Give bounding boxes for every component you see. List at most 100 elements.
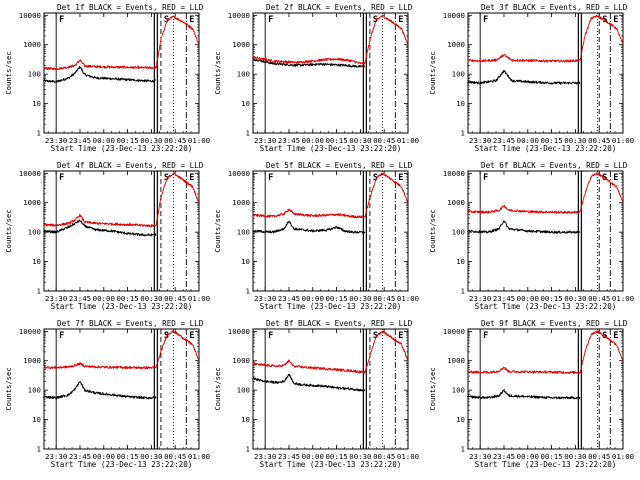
y-tick-label: 100 (237, 228, 250, 237)
y-tick-label: 10 (456, 99, 465, 108)
plot-frame (43, 170, 200, 292)
marker-label-e: E (613, 331, 618, 341)
x-tick-label: 00:45 (588, 136, 610, 145)
x-tick-label: 00:45 (373, 452, 395, 461)
y-tick-label: 100 (237, 386, 250, 395)
x-tick-label: 23:30 (45, 452, 67, 461)
y-tick-label: 1 (37, 129, 41, 138)
x-tick-label: 00:30 (140, 136, 162, 145)
x-tick-label: 23:30 (469, 136, 491, 145)
lld-series-line (467, 329, 624, 374)
y-tick-label: 10000 (19, 169, 41, 178)
chart-panel-1: Det 1f BLACK = Events, RED = LLD 1 10 100 10… (4, 3, 210, 153)
x-tick-label: 00:00 (517, 294, 539, 303)
events-series-line (252, 373, 366, 392)
y-tick-label: 10 (241, 99, 250, 108)
x-axis-label: Start Time (23-Dec-13 23:22:20) (475, 144, 617, 153)
x-tick-label: 00:00 (302, 294, 324, 303)
y-tick-label: 10000 (443, 11, 465, 20)
x-tick-label: 00:00 (517, 136, 539, 145)
events-series-line (43, 219, 157, 237)
x-tick-label: 23:30 (254, 452, 276, 461)
x-tick-label: 23:45 (69, 452, 91, 461)
y-tick-label: 1 (461, 129, 465, 138)
x-axis-label: Start Time (23-Dec-13 23:22:20) (260, 460, 402, 469)
chart-title: Det 2f BLACK = Events, RED = LLD (266, 3, 413, 12)
plot-frame (467, 12, 624, 134)
lld-series-line (252, 330, 409, 374)
y-axis-label: Counts/sec (4, 367, 13, 410)
chart-panel-7: Det 7f BLACK = Events, RED = LLD 1 10 100 10… (4, 319, 210, 469)
y-tick-label: 10 (32, 99, 41, 108)
y-tick-label: 100 (452, 228, 465, 237)
chart-title: Det 8f BLACK = Events, RED = LLD (266, 319, 413, 328)
x-tick-label: 00:15 (325, 452, 347, 461)
chart-title: Det 3f BLACK = Events, RED = LLD (481, 3, 628, 12)
y-tick-label: 1000 (23, 198, 41, 207)
chart-title: Det 9f BLACK = Events, RED = LLD (481, 319, 628, 328)
marker-label-s: S (373, 15, 378, 25)
y-tick-label: 10 (456, 415, 465, 424)
y-tick-label: 1 (461, 445, 465, 454)
x-tick-label: 00:00 (302, 452, 324, 461)
x-tick-label: 00:15 (116, 136, 138, 145)
x-tick-label: 00:00 (93, 294, 115, 303)
plot-frame (43, 12, 200, 134)
x-tick-label: 00:30 (564, 294, 586, 303)
y-tick-label: 1 (246, 445, 250, 454)
x-tick-label: 00:45 (164, 136, 186, 145)
x-tick-label: 01:00 (612, 452, 634, 461)
lld-series-line (43, 15, 199, 71)
chart-title: Det 4f BLACK = Events, RED = LLD (57, 161, 204, 170)
x-tick-label: 00:15 (540, 294, 562, 303)
x-tick-label: 01:00 (612, 294, 634, 303)
y-axis-label: Counts/sec (428, 367, 437, 410)
x-tick-label: 00:45 (164, 294, 186, 303)
y-tick-label: 1 (246, 287, 250, 296)
events-series-line (43, 65, 157, 83)
x-tick-label: 23:45 (493, 136, 515, 145)
marker-label-f: F (268, 331, 273, 341)
x-tick-label: 01:00 (397, 452, 419, 461)
chart-panel-9: Det 9f BLACK = Events, RED = LLD 1 10 100 10… (428, 319, 634, 469)
y-tick-label: 1000 (232, 198, 250, 207)
x-tick-label: 23:30 (45, 136, 67, 145)
marker-label-f: F (59, 15, 64, 25)
chart-title: Det 7f BLACK = Events, RED = LLD (57, 319, 204, 328)
y-tick-label: 100 (452, 70, 465, 79)
x-tick-label: 23:30 (254, 294, 276, 303)
plot-frame (252, 12, 409, 134)
y-tick-label: 10000 (228, 11, 250, 20)
marker-label-f: F (268, 173, 273, 183)
y-axis-label: Counts/sec (428, 209, 437, 252)
x-tick-label: 01:00 (188, 452, 210, 461)
events-series-line (43, 381, 157, 400)
y-tick-label: 10000 (19, 11, 41, 20)
lld-series-line (467, 172, 624, 214)
x-tick-label: 23:45 (278, 136, 300, 145)
y-tick-label: 10 (32, 257, 41, 266)
events-series-line (467, 69, 581, 85)
y-tick-label: 100 (28, 70, 41, 79)
x-tick-label: 23:30 (469, 452, 491, 461)
chart-panel-8: Det 8f BLACK = Events, RED = LLD 1 10 100 10… (213, 319, 419, 469)
y-tick-label: 10 (241, 415, 250, 424)
marker-label-f: F (268, 15, 273, 25)
x-tick-label: 00:30 (349, 452, 371, 461)
marker-label-f: F (483, 331, 488, 341)
marker-label-f: F (483, 173, 488, 183)
x-tick-label: 00:45 (588, 452, 610, 461)
x-tick-label: 00:30 (564, 136, 586, 145)
marker-label-e: E (189, 15, 194, 25)
marker-label-s: S (373, 331, 378, 341)
x-tick-label: 23:45 (278, 294, 300, 303)
x-tick-label: 00:15 (325, 136, 347, 145)
y-tick-label: 1 (37, 445, 41, 454)
y-tick-label: 10 (456, 257, 465, 266)
y-tick-label: 1 (37, 287, 41, 296)
x-tick-label: 00:00 (93, 136, 115, 145)
marker-label-f: F (59, 331, 64, 341)
marker-label-e: E (398, 331, 403, 341)
y-axis-label: Counts/sec (4, 51, 13, 94)
